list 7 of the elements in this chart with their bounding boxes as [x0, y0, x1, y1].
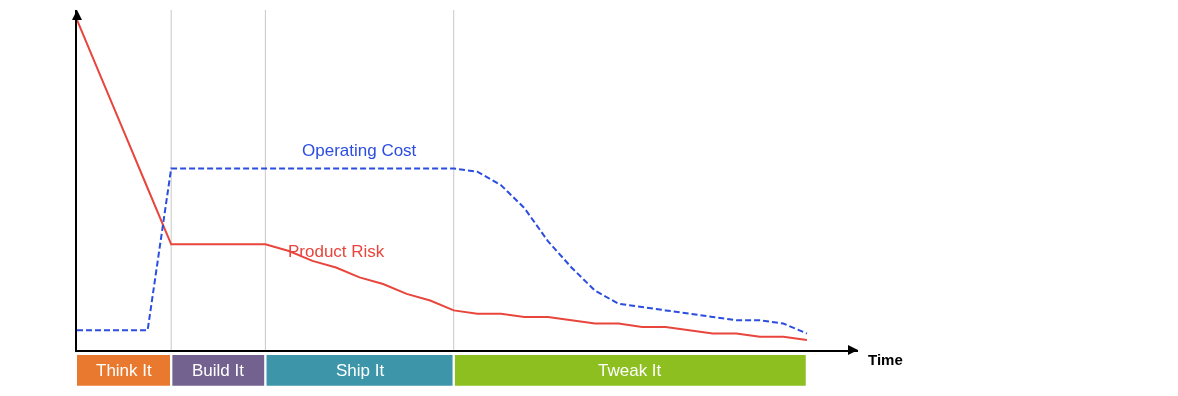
series-label: Operating Cost — [302, 141, 417, 160]
text: Think It — [96, 361, 153, 380]
text: Tweak It — [598, 361, 662, 380]
text: Ship It — [336, 361, 385, 380]
text: Build It — [192, 361, 245, 380]
series-label: Product Risk — [288, 242, 385, 261]
x-axis-title: Time — [868, 351, 903, 368]
